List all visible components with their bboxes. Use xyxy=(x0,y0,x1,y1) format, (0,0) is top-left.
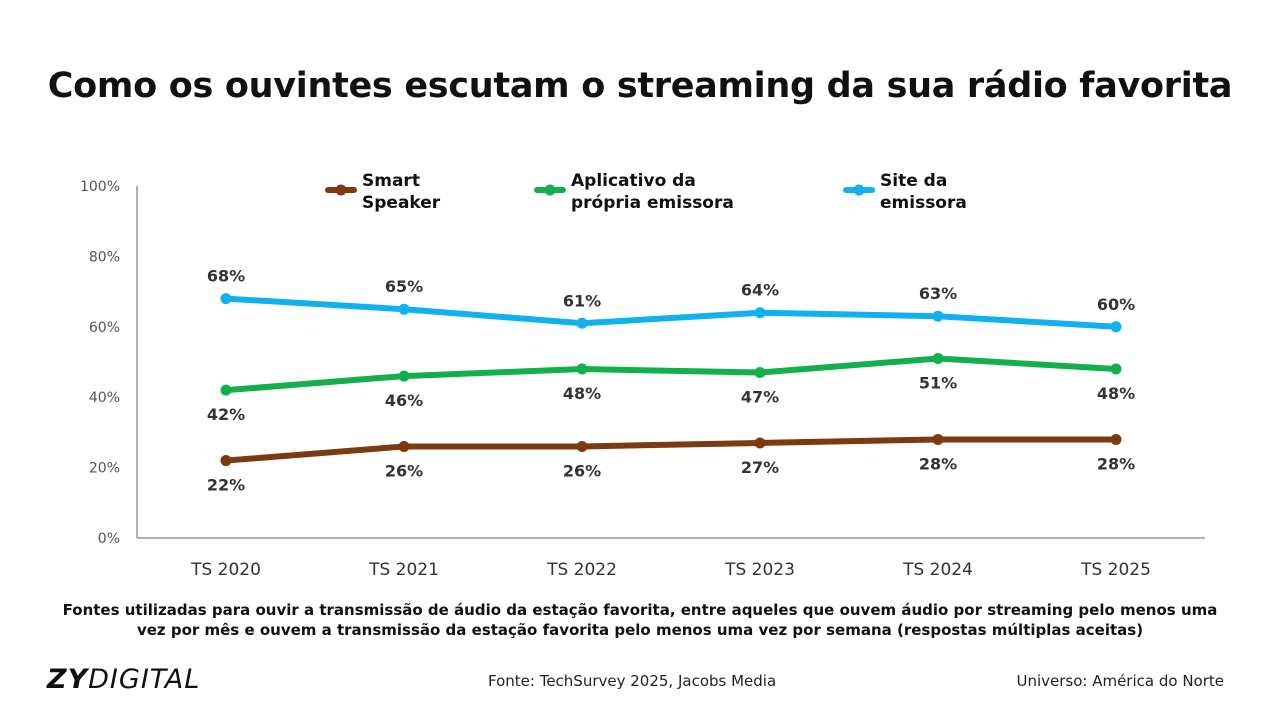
legend-label: Speaker xyxy=(362,193,441,213)
chart-caption: Fontes utilizadas para ouvir a transmiss… xyxy=(62,601,1218,639)
data-point xyxy=(220,293,232,305)
data-point xyxy=(576,440,588,452)
line-chart: 0% 20% 40% 60% 80% 100% TS 2020 TS 2021 TS 2022 T… xyxy=(80,171,1205,580)
x-tick-label: TS 2024 xyxy=(902,560,973,580)
legend-label: emissora xyxy=(880,193,967,213)
x-tick-label: TS 2021 xyxy=(368,560,439,580)
data-point xyxy=(576,317,588,329)
series-line xyxy=(223,295,1119,330)
series-line xyxy=(223,355,1119,394)
y-tick-label: 60% xyxy=(89,320,120,336)
data-point xyxy=(754,437,766,449)
data-label: 28% xyxy=(1097,454,1135,473)
data-label: 68% xyxy=(207,267,245,286)
source-note: Fonte: TechSurvey 2025, Jacobs Media xyxy=(488,672,777,690)
data-point xyxy=(1110,363,1122,375)
data-point xyxy=(220,455,232,467)
data-point xyxy=(1110,321,1122,333)
data-label: 48% xyxy=(1097,384,1135,403)
data-point xyxy=(1110,433,1122,445)
data-point xyxy=(754,367,766,379)
y-tick-label: 20% xyxy=(89,461,120,477)
data-label: 42% xyxy=(207,405,245,424)
series-line xyxy=(223,436,1119,464)
y-tick-label: 100% xyxy=(80,179,120,195)
data-point xyxy=(220,384,232,396)
y-tick-label: 0% xyxy=(98,531,120,547)
data-point xyxy=(932,310,944,322)
data-label: 47% xyxy=(741,388,779,407)
data-label: 51% xyxy=(919,373,957,392)
legend-label: Aplicativo da xyxy=(571,171,696,191)
legend-label: Site da xyxy=(880,171,947,191)
data-point xyxy=(932,433,944,445)
y-tick-label: 40% xyxy=(89,390,120,406)
x-tick-label: TS 2022 xyxy=(546,560,617,580)
legend-label: própria emissora xyxy=(571,193,734,213)
data-label: 65% xyxy=(385,277,423,296)
logo-light-text: DIGITAL xyxy=(88,664,201,695)
data-point xyxy=(398,303,410,315)
data-label: 26% xyxy=(563,461,601,480)
page-title: Como os ouvintes escutam o streaming da … xyxy=(47,66,1233,106)
universe-note: Universo: América do Norte xyxy=(1016,672,1224,690)
data-point xyxy=(932,352,944,364)
x-tick-label: TS 2025 xyxy=(1080,560,1151,580)
y-tick-label: 80% xyxy=(89,249,120,265)
legend-marker xyxy=(544,184,556,196)
data-point xyxy=(576,363,588,375)
data-label: 22% xyxy=(207,476,245,495)
data-label: 61% xyxy=(563,291,601,310)
legend-marker xyxy=(853,184,865,196)
data-point xyxy=(398,370,410,382)
x-tick-label: TS 2020 xyxy=(190,560,261,580)
data-label: 46% xyxy=(385,391,423,410)
data-label: 60% xyxy=(1097,295,1135,314)
data-label: 27% xyxy=(741,458,779,477)
x-tick-label: TS 2023 xyxy=(724,560,795,580)
legend-label: Smart xyxy=(362,171,420,191)
data-point xyxy=(754,307,766,319)
legend-marker xyxy=(335,184,347,196)
data-label: 63% xyxy=(919,284,957,303)
data-label: 64% xyxy=(741,281,779,300)
data-label: 26% xyxy=(385,461,423,480)
data-label: 48% xyxy=(563,384,601,403)
logo-bold-text: ZY xyxy=(47,664,89,695)
data-label: 28% xyxy=(919,454,957,473)
zydigital-logo: ZYDIGITAL xyxy=(47,664,200,695)
data-point xyxy=(398,440,410,452)
